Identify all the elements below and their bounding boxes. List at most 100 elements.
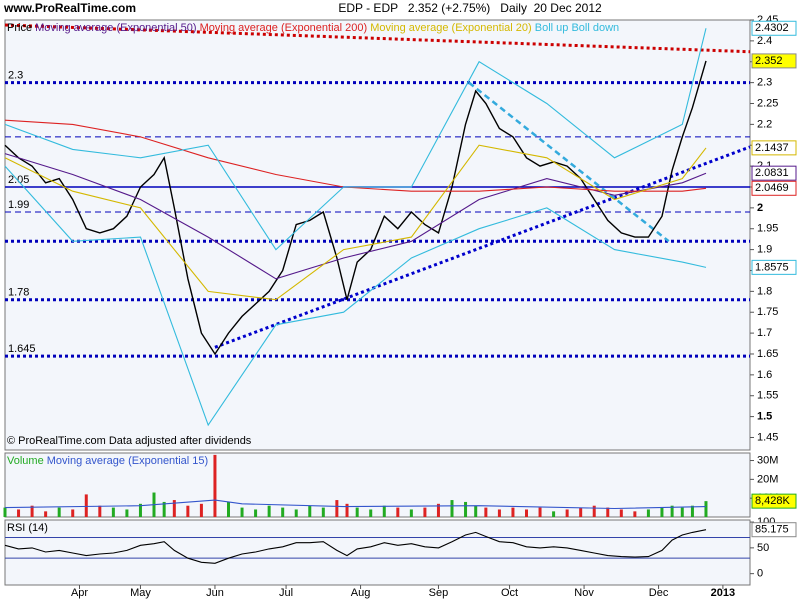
last-value-label: 2.0469 — [755, 182, 789, 194]
series-line — [4, 119, 707, 192]
volume-bar — [409, 509, 413, 517]
volume-bar — [254, 509, 258, 517]
y-tick-label: 30M — [757, 454, 778, 466]
legend: RSI (14) — [7, 522, 48, 534]
chart-title: EDP - EDP 2.352 (+2.75%) Daily 20 Dec 20… — [338, 1, 602, 15]
legend-entry: Boll down — [571, 22, 619, 34]
level-label: 1.78 — [8, 287, 29, 299]
series-line — [4, 529, 707, 564]
y-tick-label: 1.9 — [757, 244, 772, 256]
x-tick-label: Oct — [501, 587, 518, 599]
volume-bar — [98, 505, 102, 517]
level-label: 2.3 — [8, 70, 23, 82]
legend-entry: Volume — [7, 455, 44, 467]
last-value-box — [751, 53, 797, 69]
y-tick-label: 1.75 — [757, 306, 778, 318]
level-label: 2.05 — [8, 174, 29, 186]
y-tick-label: 1.65 — [757, 348, 778, 360]
volume-bar — [538, 507, 542, 517]
volume-bar — [199, 503, 203, 517]
legend-entry: Price — [7, 22, 32, 34]
series-line — [4, 144, 707, 301]
volume-bar — [484, 507, 488, 517]
plot-area — [4, 19, 751, 451]
legend-entry: Moving average (Exponential 200) — [200, 22, 368, 34]
last-value-label: 1.8575 — [755, 261, 789, 273]
volume-bar — [525, 509, 528, 517]
x-tick-label: Dec — [649, 587, 669, 599]
last-value-label: 2.4302 — [755, 22, 789, 34]
series-line — [4, 28, 707, 251]
volume-bar — [71, 509, 75, 517]
volume-bar — [633, 511, 637, 517]
volume-bar — [396, 507, 400, 517]
last-value-label: 8,428K — [755, 495, 791, 507]
volume-bar — [125, 509, 129, 517]
volume-bar — [111, 507, 115, 517]
last-value-label: 85.175 — [755, 524, 789, 536]
volume-bar — [213, 454, 217, 517]
volume-bar — [172, 500, 176, 517]
volume-bar — [267, 505, 271, 517]
volume-bar — [138, 503, 142, 517]
legend-entry: Boll up — [535, 22, 569, 34]
y-tick-label: 0 — [757, 568, 763, 580]
volume-bar — [464, 501, 468, 517]
volume-bar — [227, 501, 230, 517]
last-value-label: 2.0831 — [755, 167, 789, 179]
series-line — [4, 153, 707, 280]
y-tick-label: 2.2 — [757, 118, 772, 130]
volume-bar — [450, 500, 454, 517]
volume-bar — [619, 509, 623, 517]
volume-bar — [308, 505, 312, 517]
volume-bar — [511, 507, 515, 517]
trend-line — [468, 81, 670, 243]
series-line — [4, 499, 707, 510]
volume-bar — [186, 505, 190, 517]
legend-entry: Moving average (Exponential 20) — [370, 22, 531, 34]
y-tick-label: 2.4 — [757, 35, 772, 47]
volume-bar — [321, 507, 325, 517]
legend-entry: RSI (14) — [7, 522, 48, 534]
last-value-label: 2.1437 — [755, 142, 789, 154]
volume-bar — [423, 507, 427, 517]
y-tick-label: 2.3 — [757, 77, 772, 89]
y-tick-label: 1.95 — [757, 223, 778, 235]
trend-line — [214, 145, 751, 349]
volume-bar — [552, 511, 556, 517]
footnote: © ProRealTime.com Data adjusted after di… — [7, 435, 252, 447]
y-tick-label: 1.45 — [757, 431, 778, 443]
y-tick-label: 2.25 — [757, 97, 778, 109]
last-value-box — [751, 165, 797, 181]
trend-line — [4, 23, 751, 54]
level-label: 1.645 — [8, 343, 36, 355]
legend-entry: Moving average (Exponential 50) — [35, 22, 196, 34]
x-tick-label: 2013 — [711, 587, 735, 599]
plot-area — [4, 519, 751, 586]
y-tick-label: 1.8 — [757, 285, 772, 297]
volume-bar — [606, 507, 610, 517]
volume-bar — [30, 505, 34, 517]
volume-bar — [646, 509, 650, 517]
y-tick-label: 20M — [757, 473, 778, 485]
volume-bar — [281, 507, 285, 517]
y-tick-label: 50 — [757, 542, 769, 554]
legend-entry: Moving average (Exponential 15) — [47, 455, 208, 467]
volume-bar — [382, 505, 386, 517]
volume-bar — [579, 507, 583, 517]
series-line — [4, 60, 707, 356]
volume-bar — [592, 505, 596, 517]
volume-bar — [704, 501, 708, 517]
series-line — [4, 165, 707, 427]
y-tick-label: 1.5 — [757, 411, 772, 423]
volume-bar — [3, 507, 7, 517]
volume-bar — [436, 503, 440, 517]
last-value-box — [751, 20, 797, 36]
x-tick-label: Nov — [574, 587, 594, 599]
volume-bar — [57, 507, 61, 517]
volume-bar — [660, 507, 664, 517]
volume-bar — [162, 501, 166, 517]
last-value-box — [751, 180, 797, 196]
level-label: 1.99 — [8, 199, 29, 211]
